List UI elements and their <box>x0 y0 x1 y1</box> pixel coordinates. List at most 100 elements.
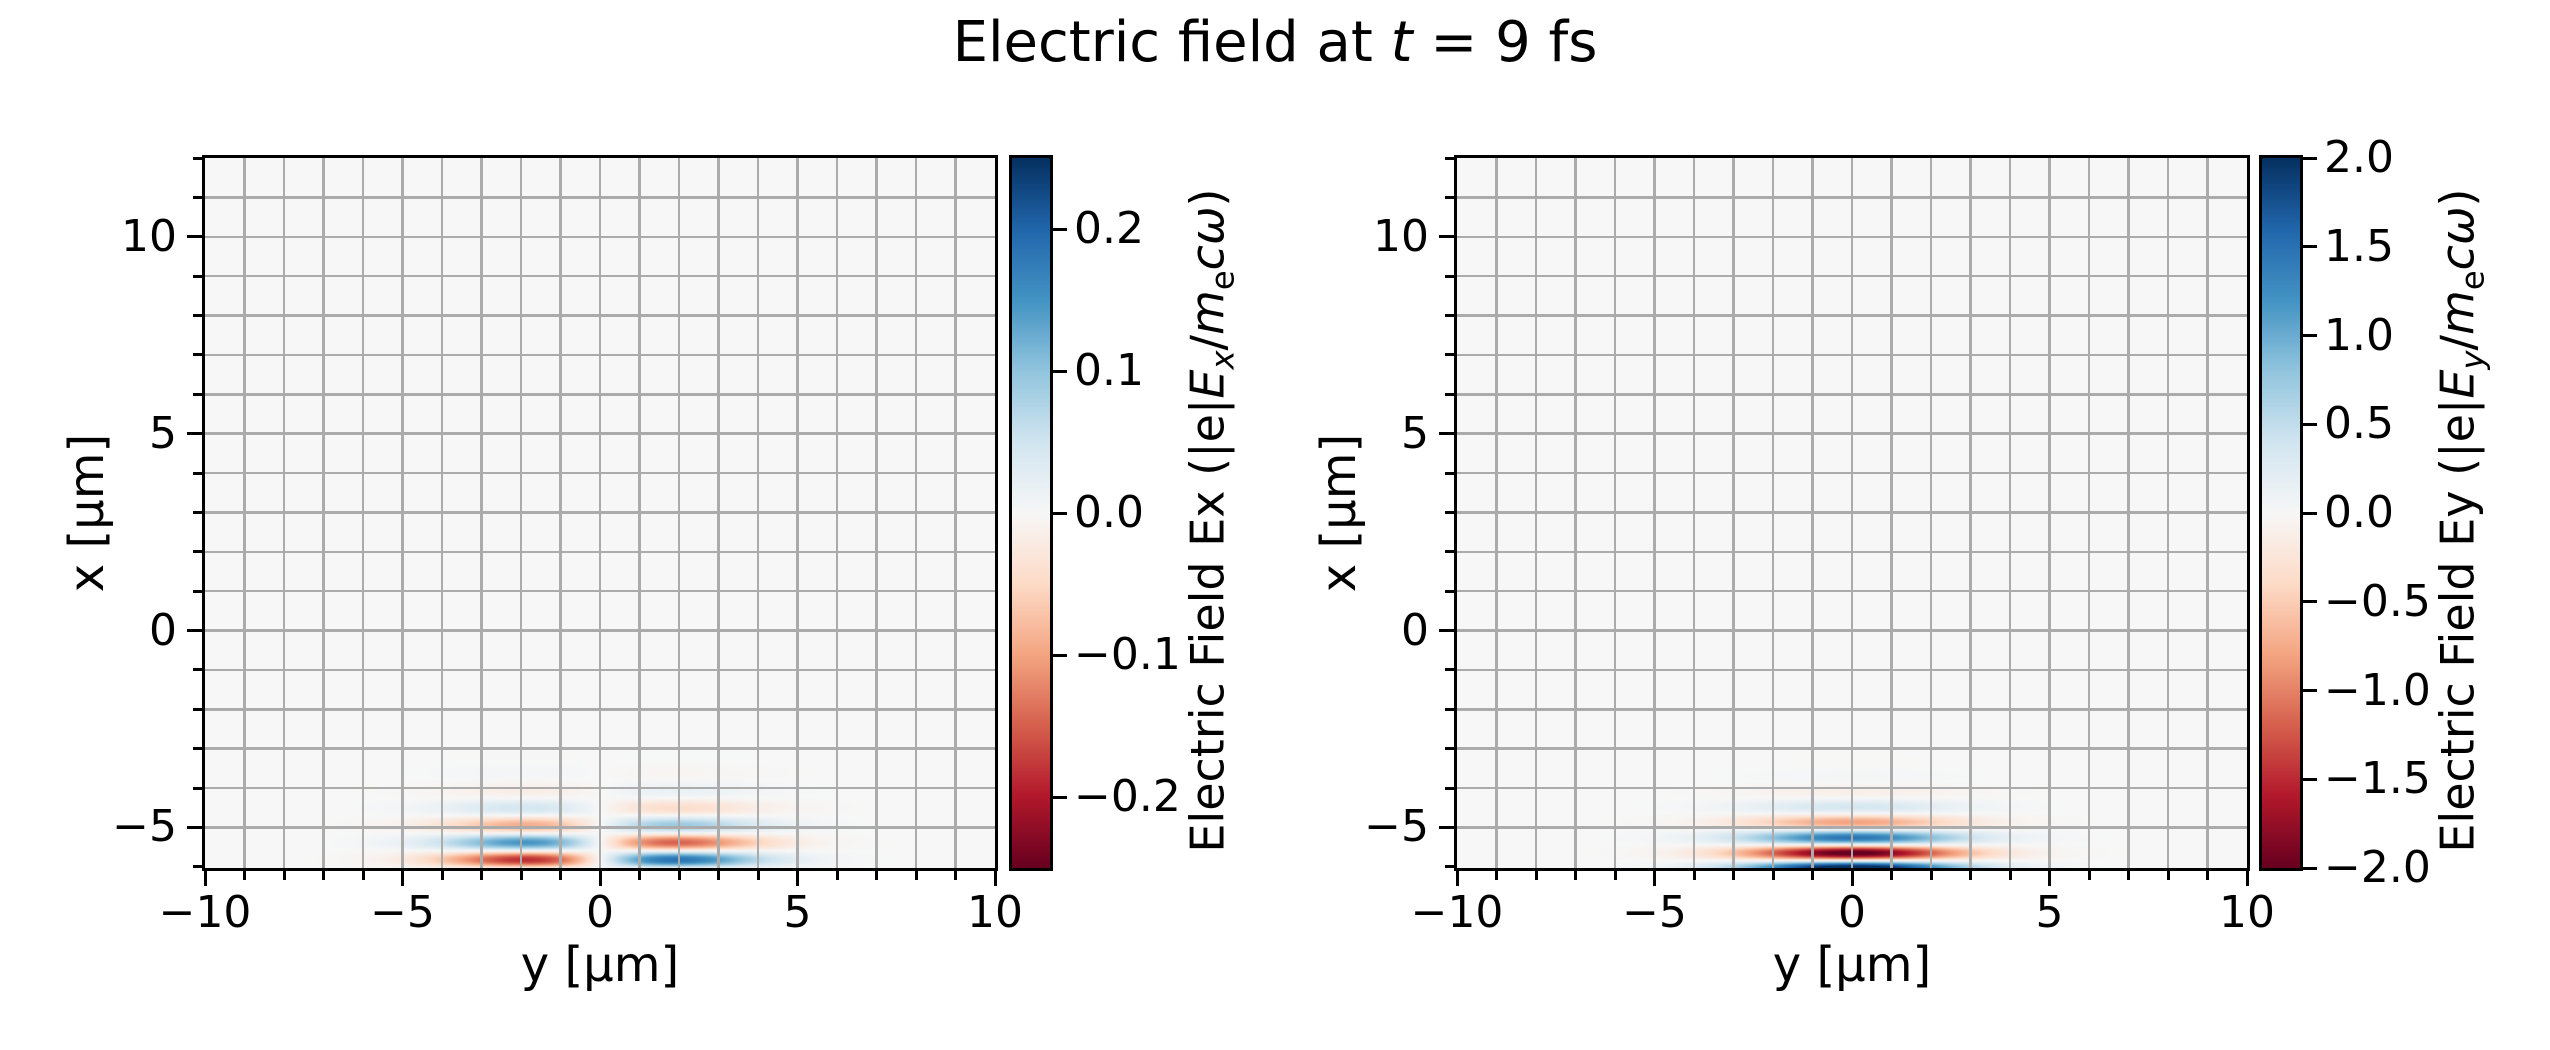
colorbar-label-part: c <box>1180 245 1235 271</box>
ytick-major <box>1439 432 1455 436</box>
ytick-major <box>187 629 203 633</box>
ytick-minor <box>1445 392 1455 396</box>
colorbar-ex <box>1012 158 1050 868</box>
ytick-major <box>187 432 203 436</box>
xtick-label: 5 <box>783 887 812 938</box>
ytick-minor <box>1445 274 1455 278</box>
xtick-minor <box>717 870 720 880</box>
xtick-major <box>796 870 799 886</box>
ytick-minor <box>1445 668 1455 672</box>
xtick-minor <box>1890 870 1893 880</box>
colorbar-gradient-ex <box>1012 158 1050 868</box>
ytick-minor <box>1445 353 1455 357</box>
title-post: = 9 fs <box>1412 10 1598 75</box>
colorbar-label-part: e <box>2453 270 2492 291</box>
colorbar-label-part: y <box>2453 350 2492 370</box>
heatmap-ex <box>205 158 995 868</box>
xtick-label: −10 <box>1410 887 1504 938</box>
plot-area-ex <box>205 158 995 868</box>
ytick-minor <box>193 865 203 869</box>
xtick-minor <box>559 870 562 880</box>
colorbar-tick <box>2302 600 2317 604</box>
ytick-minor <box>193 510 203 514</box>
colorbar-label-part: e <box>1203 270 1242 291</box>
ytick-label: 0 <box>149 604 177 656</box>
colorbar-tick <box>2302 422 2317 426</box>
xtick-minor <box>1574 870 1577 880</box>
xtick-minor <box>1692 870 1696 880</box>
ytick-minor <box>1445 589 1455 593</box>
colorbar-label-part: x <box>1203 350 1242 370</box>
colorbar-tick-label: −0.1 <box>1074 629 1181 680</box>
colorbar-gradient-ey <box>2262 158 2300 868</box>
xtick-major <box>1653 870 1656 886</box>
colorbar-label-ey: Electric Field Ey (|e|Ey/mecω) <box>2430 71 2498 971</box>
colorbar-tick-label: −1.0 <box>2324 664 2431 716</box>
xtick-minor <box>2087 870 2091 880</box>
colorbar-label-part: E <box>1180 369 1235 399</box>
xtick-label: −5 <box>1622 887 1687 938</box>
xtick-minor <box>1771 870 1775 880</box>
xtick-minor <box>2008 870 2012 880</box>
colorbar-tick-label: 0.1 <box>1074 345 1144 396</box>
xtick-minor <box>638 870 641 880</box>
colorbar-tick <box>1052 511 1067 515</box>
colorbar-label-part: m <box>2430 290 2485 335</box>
ytick-major <box>1439 629 1455 633</box>
colorbar-tick <box>1052 653 1067 657</box>
xtick-minor <box>1534 870 1538 880</box>
colorbar-tick <box>1052 227 1067 231</box>
ytick-minor <box>193 589 203 593</box>
xtick-label: 10 <box>2219 887 2275 938</box>
xtick-minor <box>2127 870 2130 880</box>
xtick-minor <box>361 870 365 880</box>
xtick-major <box>203 870 207 886</box>
ytick-minor <box>1445 314 1455 317</box>
colorbar-tick-label: 0.0 <box>2324 487 2394 538</box>
xtick-minor <box>677 870 681 880</box>
colorbar-label-part: ) <box>1180 188 1235 207</box>
xtick-minor <box>1613 870 1617 880</box>
colorbar-tick <box>2302 156 2317 160</box>
xtick-minor <box>322 870 325 880</box>
xtick-label: −5 <box>370 887 435 938</box>
ytick-major <box>187 825 203 829</box>
xaxis-label-ey: y [μm] <box>1772 937 1932 993</box>
ytick-minor <box>1445 471 1455 475</box>
colorbar-label-ex: Electric Field Ex (|e|Ex/mecω) <box>1180 71 1248 971</box>
ytick-label: 5 <box>149 407 177 459</box>
xtick-label: 0 <box>586 887 614 938</box>
ytick-minor <box>1445 707 1455 711</box>
colorbar-tick <box>1052 369 1067 373</box>
xtick-minor <box>835 870 839 880</box>
xtick-minor <box>1929 870 1933 880</box>
ytick-major <box>1439 235 1455 239</box>
colorbar-tick-label: −0.5 <box>2324 575 2431 627</box>
ytick-label: 0 <box>1401 604 1429 656</box>
yaxis-label-ey: x [μm] <box>1311 433 1367 593</box>
xtick-minor <box>1732 870 1735 880</box>
plot-area-ey <box>1457 158 2247 868</box>
xtick-minor <box>875 870 878 880</box>
colorbar-tick-label: 0.2 <box>1074 203 1144 254</box>
ytick-minor <box>193 392 203 396</box>
colorbar-ey <box>2262 158 2300 868</box>
xtick-minor <box>243 870 246 880</box>
ytick-label: 10 <box>121 210 177 262</box>
colorbar-label-part: / <box>2430 334 2485 351</box>
colorbar-tick-label: 0.0 <box>1074 487 1144 538</box>
ytick-minor <box>193 195 203 199</box>
xtick-label: 10 <box>967 887 1023 938</box>
heatmap-ey <box>1457 158 2247 868</box>
colorbar-tick-label: −2.0 <box>2324 842 2431 893</box>
colorbar-label-part: Electric Field Ex (|e| <box>1180 398 1235 853</box>
colorbar-label-part: c <box>2430 245 2485 271</box>
colorbar-tick <box>2302 334 2317 337</box>
ytick-minor <box>193 668 203 672</box>
xtick-minor <box>2206 870 2209 880</box>
xtick-minor <box>756 870 760 880</box>
colorbar-tick <box>2302 511 2317 515</box>
ytick-minor <box>193 747 203 751</box>
xtick-major <box>2245 870 2249 886</box>
ytick-label: 5 <box>1401 407 1429 459</box>
